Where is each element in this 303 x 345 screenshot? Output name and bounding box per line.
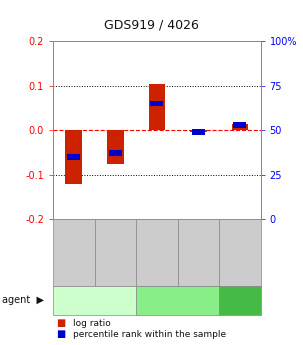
Text: ■: ■ [56,318,65,328]
Text: log ratio: log ratio [73,319,111,328]
Text: GSM27527: GSM27527 [111,228,120,277]
Text: GDS919 / 4026: GDS919 / 4026 [104,19,199,32]
Bar [148,83,165,130]
Bar [150,101,163,107]
Bar [190,130,207,131]
Text: ■: ■ [56,329,65,339]
Bar [192,129,205,135]
Bar [67,154,80,160]
Bar [231,124,248,130]
Text: aza-dC,
TSA: aza-dC, TSA [225,291,254,310]
Text: GSM27521: GSM27521 [69,228,78,277]
Text: aza-dC: aza-dC [78,296,111,305]
Bar [107,130,124,164]
Text: GSM27522: GSM27522 [152,228,161,277]
Text: TSA: TSA [168,296,187,305]
Text: GSM27523: GSM27523 [235,228,244,277]
Bar [65,130,82,185]
Bar [233,122,246,128]
Bar [109,150,122,156]
Text: GSM27530: GSM27530 [194,228,203,277]
Text: agent  ▶: agent ▶ [2,296,44,305]
Text: percentile rank within the sample: percentile rank within the sample [73,330,226,339]
